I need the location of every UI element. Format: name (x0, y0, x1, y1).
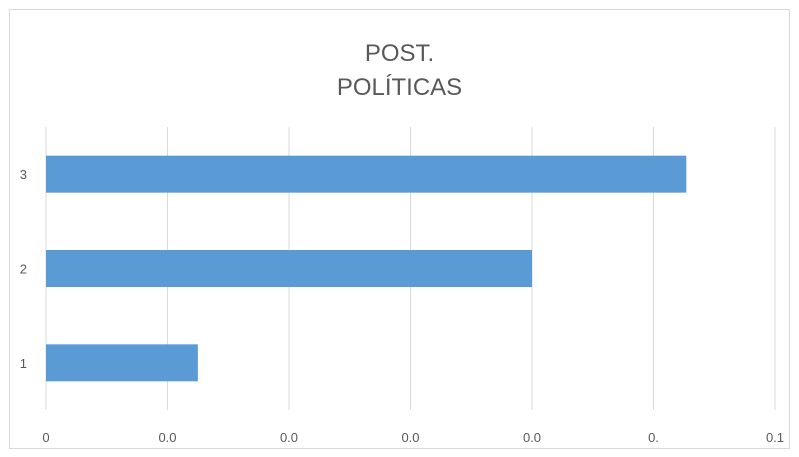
x-tick-label-5: 0. (648, 430, 659, 445)
chart-title-line-2: POLÍTICAS (336, 74, 463, 101)
bar-2 (46, 250, 532, 287)
x-tick-label-0: 0 (42, 430, 49, 445)
x-tick-label-2: 0.0 (280, 430, 298, 445)
x-tick-label-3: 0.0 (401, 430, 419, 445)
y-tick-label-3: 3 (20, 167, 27, 182)
x-tick-label-1: 0.0 (158, 430, 176, 445)
x-tick-label-4: 0.0 (523, 430, 541, 445)
chart-border (9, 9, 790, 449)
bar-1 (46, 344, 198, 382)
bar-3 (46, 155, 687, 193)
x-tick-label-6: 0.1 (766, 430, 784, 445)
chart-title-line-1: POST. (364, 40, 435, 67)
y-tick-label-1: 1 (20, 356, 27, 371)
y-tick-label-2: 2 (20, 262, 27, 277)
